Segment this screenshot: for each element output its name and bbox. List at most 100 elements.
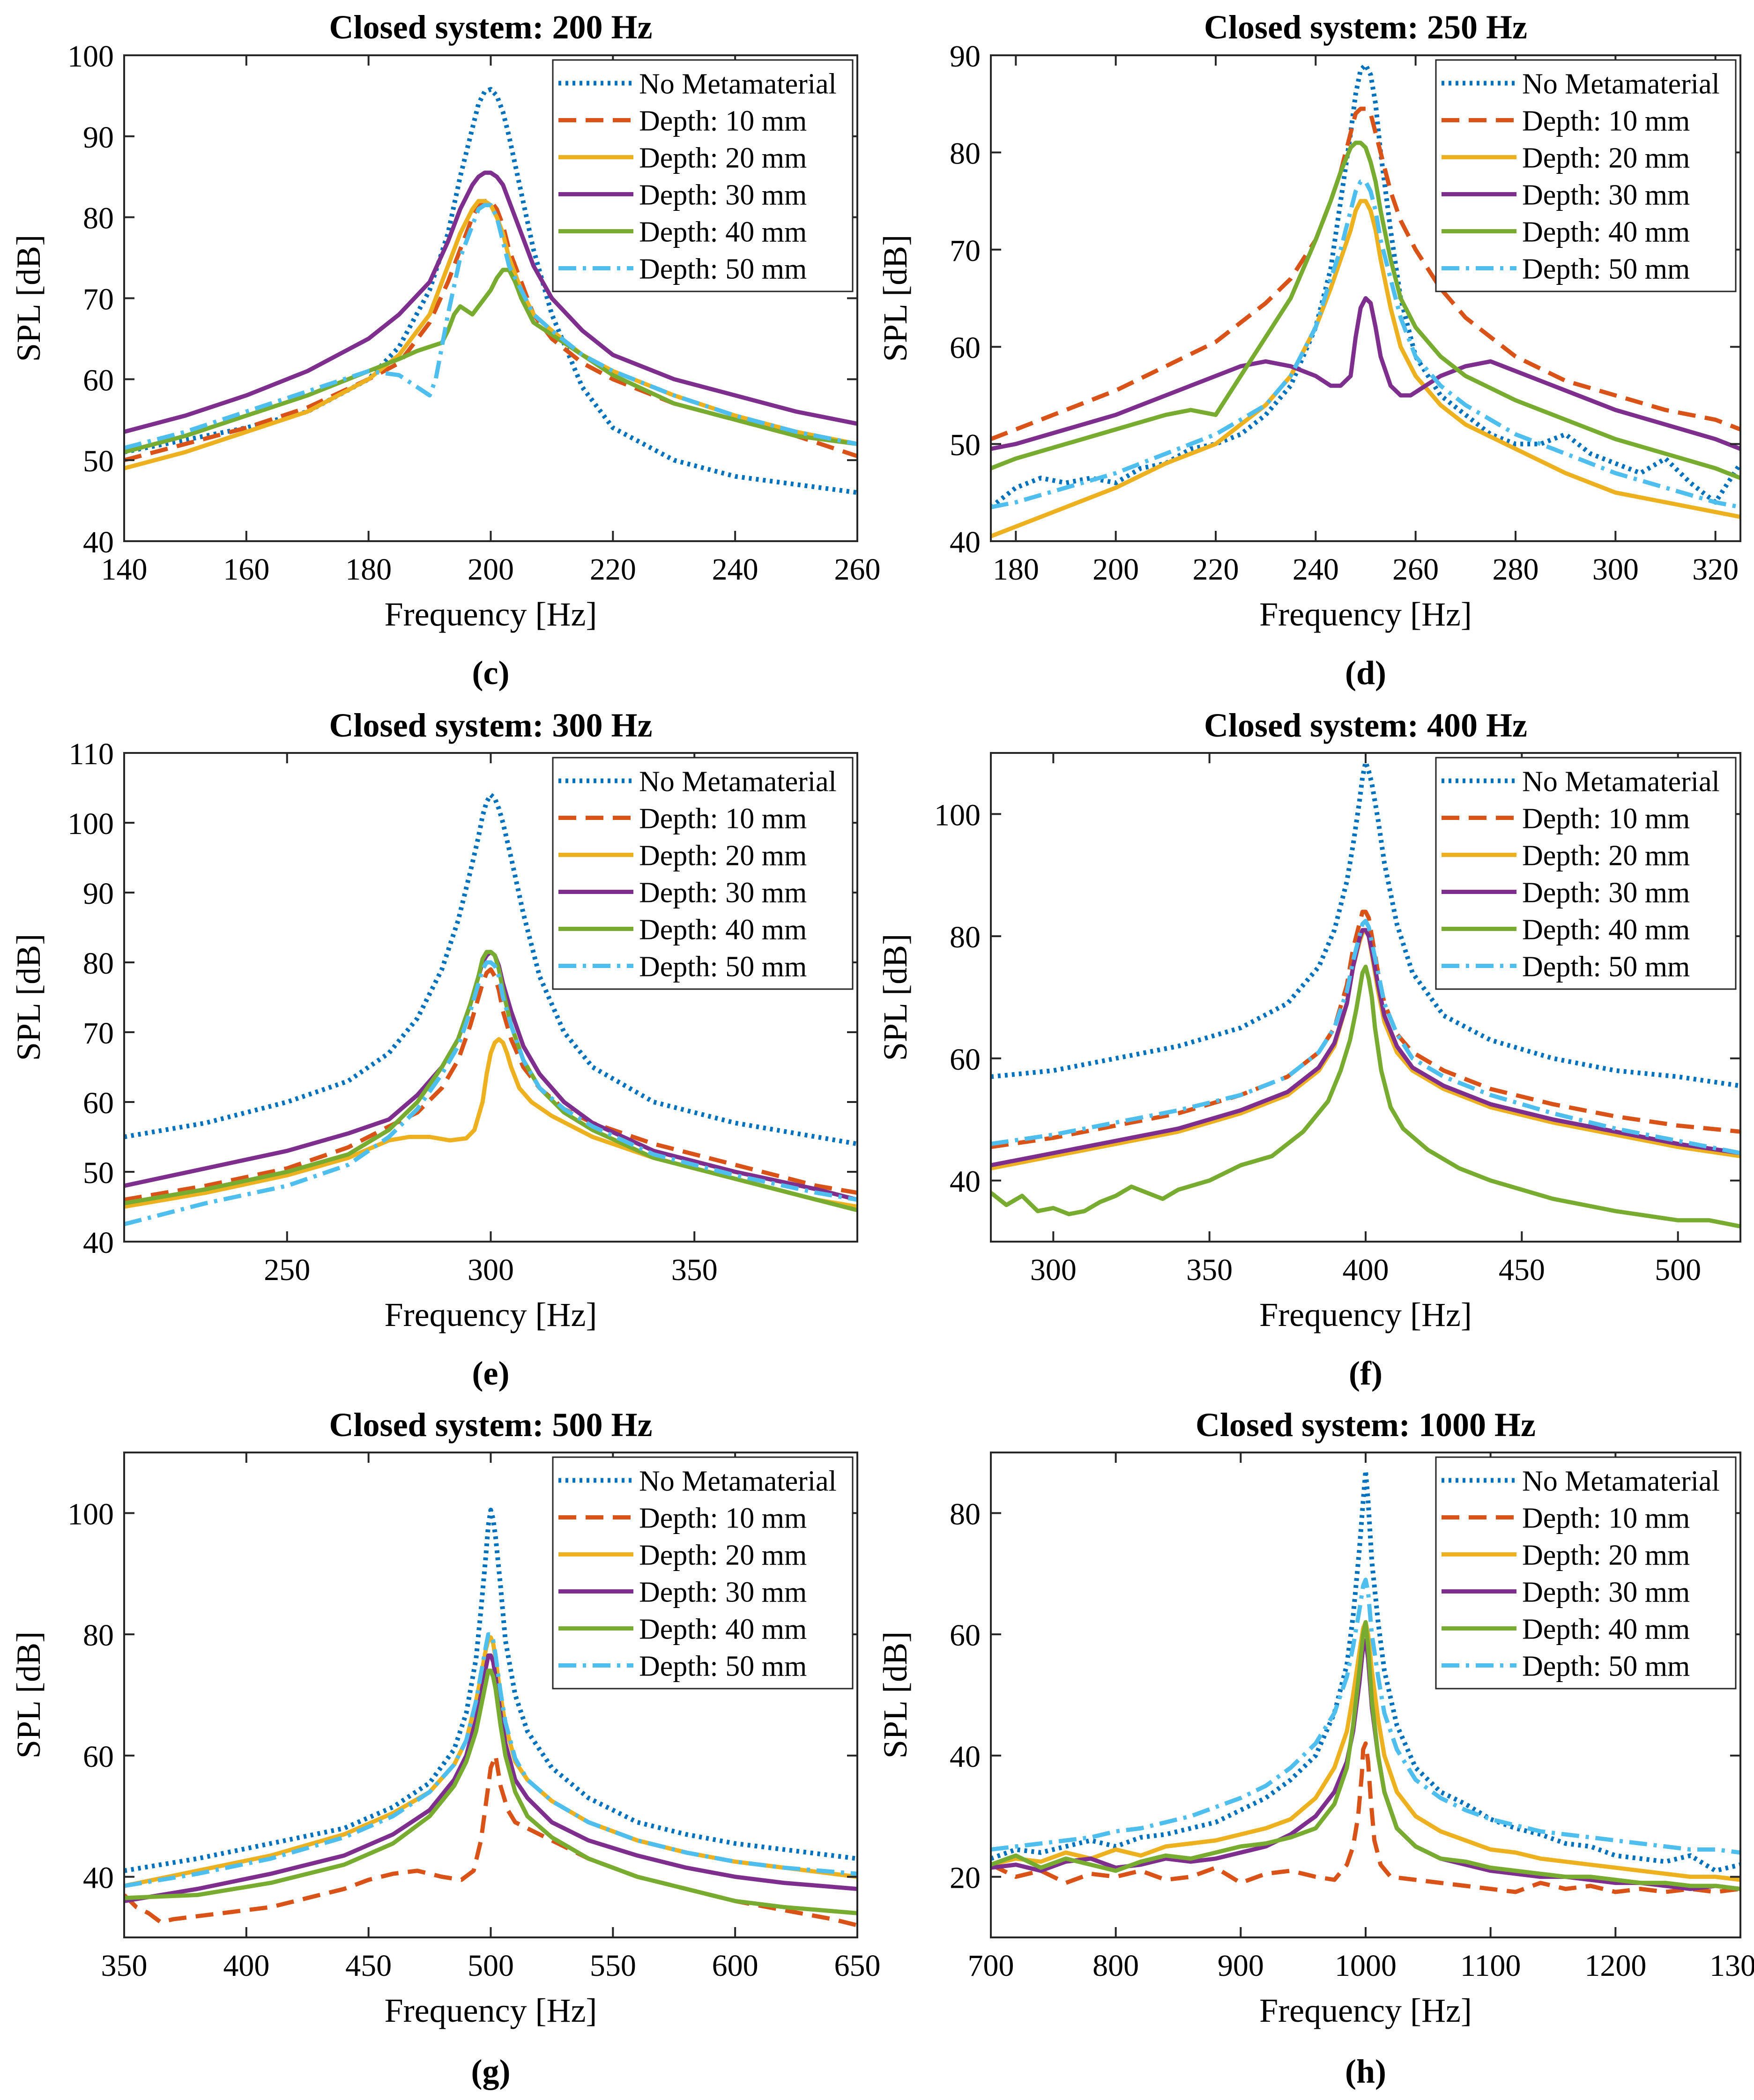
legend-entry: Depth: 10 mm bbox=[1522, 1503, 1690, 1534]
chart-panel-e: Closed system: 300 Hz 250 300 350 40 50 60 70 80… bbox=[10, 707, 858, 1392]
x-tick-label: 180 bbox=[993, 552, 1039, 587]
chart-panel-h: Closed system: 1000 Hz 700 800 900 1000 1100 1… bbox=[877, 1406, 1754, 2090]
x-tick-label: 260 bbox=[834, 552, 881, 587]
legend-box bbox=[552, 757, 854, 990]
legend-entry: Depth: 30 mm bbox=[639, 179, 807, 211]
series-line-depth-30-mm bbox=[124, 1653, 857, 1903]
legend-entry: No Metamaterial bbox=[1522, 68, 1720, 100]
x-tick-label: 200 bbox=[1093, 552, 1139, 587]
chart-title: Closed system: 200 Hz bbox=[329, 8, 653, 46]
chart-panel-f: Closed system: 400 Hz 300 350 400 450 500 40 60… bbox=[877, 707, 1741, 1392]
axes-box bbox=[990, 54, 1741, 542]
legend-entry: Depth: 10 mm bbox=[639, 803, 807, 835]
y-tick-label: 60 bbox=[950, 1618, 981, 1653]
series-line-depth-10-mm bbox=[124, 1753, 857, 1928]
series-line-depth-40-mm bbox=[991, 141, 1740, 480]
panel-label: (f) bbox=[1349, 1355, 1382, 1392]
legend-entry: Depth: 40 mm bbox=[639, 1614, 807, 1646]
x-tick-label: 240 bbox=[712, 552, 758, 587]
series-line-depth-20-mm bbox=[124, 1037, 857, 1209]
series-line-depth-40-mm bbox=[124, 1668, 857, 1915]
chart-panels: Closed system: 200 Hz 140 160 180 200 220 240 2… bbox=[10, 8, 1754, 2090]
y-tick-label: 50 bbox=[950, 428, 981, 462]
legend-entry: Depth: 50 mm bbox=[1522, 1651, 1690, 1683]
y-tick-label: 80 bbox=[83, 1618, 114, 1653]
legend-entry: Depth: 20 mm bbox=[639, 142, 807, 174]
legend-entry: Depth: 10 mm bbox=[639, 105, 807, 137]
legend-entry: Depth: 50 mm bbox=[639, 951, 807, 983]
x-tick-label: 1200 bbox=[1584, 1949, 1646, 1983]
x-tick-label: 350 bbox=[101, 1949, 148, 1983]
y-axis-label: SPL [dB] bbox=[10, 934, 47, 1061]
y-tick-label: 70 bbox=[83, 283, 114, 317]
y-tick-label: 110 bbox=[68, 737, 114, 771]
x-tick-label: 220 bbox=[1193, 552, 1239, 587]
y-tick-label: 40 bbox=[950, 525, 981, 559]
series-line-depth-30-mm bbox=[991, 928, 1740, 1168]
series-group bbox=[991, 62, 1740, 538]
x-tick-label: 320 bbox=[1692, 552, 1739, 587]
y-tick-label: 40 bbox=[83, 1861, 114, 1895]
series-line-depth-50-mm bbox=[991, 179, 1740, 509]
x-tick-label: 240 bbox=[1293, 552, 1339, 587]
x-axis-label: Frequency [Hz] bbox=[1259, 1992, 1472, 2029]
x-tick-label: 160 bbox=[223, 552, 269, 587]
legend-entry: No Metamaterial bbox=[639, 766, 837, 798]
series-line-depth-10-mm bbox=[991, 106, 1740, 441]
legend-entry: Depth: 30 mm bbox=[639, 1577, 807, 1609]
x-tick-label: 550 bbox=[590, 1949, 636, 1983]
series-line-no-metamaterial bbox=[991, 760, 1740, 1088]
legend-entry: Depth: 20 mm bbox=[1522, 1540, 1690, 1571]
legend-entry: Depth: 10 mm bbox=[639, 1503, 807, 1534]
legend-entry: Depth: 30 mm bbox=[1522, 1577, 1690, 1609]
legend-entry: Depth: 40 mm bbox=[639, 216, 807, 248]
x-tick-label: 350 bbox=[1186, 1253, 1233, 1287]
y-tick-label: 70 bbox=[950, 234, 981, 268]
series-line-depth-50-mm bbox=[991, 919, 1740, 1155]
legend-entry: Depth: 30 mm bbox=[1522, 179, 1690, 211]
y-axis-label: SPL [dB] bbox=[877, 1631, 914, 1758]
y-tick-label: 90 bbox=[83, 877, 114, 911]
x-tick-label: 450 bbox=[1499, 1253, 1545, 1287]
y-tick-label: 80 bbox=[950, 1497, 981, 1531]
series-line-depth-50-mm bbox=[991, 1578, 1740, 1855]
x-tick-label: 900 bbox=[1218, 1949, 1264, 1983]
series-line-no-metamaterial bbox=[124, 87, 857, 495]
legend-entry: No Metamaterial bbox=[639, 68, 837, 100]
panel-label: (e) bbox=[472, 1355, 510, 1392]
y-tick-label: 100 bbox=[67, 1497, 114, 1531]
legend: No Metamaterial Depth: 10 mm Depth: 20 mm D… bbox=[1435, 1456, 1737, 1690]
legend-entry: Depth: 40 mm bbox=[1522, 1614, 1690, 1646]
x-tick-label: 300 bbox=[1592, 552, 1639, 587]
x-tick-label: 1100 bbox=[1460, 1949, 1521, 1983]
chart-title: Closed system: 1000 Hz bbox=[1196, 1406, 1536, 1444]
series-line-depth-10-mm bbox=[124, 967, 857, 1202]
series-line-no-metamaterial bbox=[991, 1468, 1740, 1873]
legend-box bbox=[1435, 757, 1737, 990]
legend-box bbox=[552, 1456, 854, 1690]
series-line-depth-30-mm bbox=[124, 171, 857, 434]
y-axis-label: SPL [dB] bbox=[10, 235, 47, 362]
y-tick-label: 70 bbox=[83, 1016, 114, 1050]
y-tick-label: 100 bbox=[934, 798, 981, 832]
y-tick-label: 80 bbox=[83, 201, 114, 236]
panel-label: (g) bbox=[471, 2053, 511, 2090]
x-tick-label: 220 bbox=[590, 552, 636, 587]
y-tick-label: 80 bbox=[950, 136, 981, 171]
legend-box bbox=[552, 59, 854, 292]
y-axis-label: SPL [dB] bbox=[877, 235, 914, 362]
series-line-depth-20-mm bbox=[991, 199, 1740, 538]
chart-title: Closed system: 400 Hz bbox=[1204, 707, 1527, 744]
legend-entry: No Metamaterial bbox=[639, 1466, 837, 1497]
y-tick-label: 80 bbox=[950, 920, 981, 954]
legend-entry: Depth: 50 mm bbox=[1522, 253, 1690, 285]
x-tick-label: 500 bbox=[1655, 1253, 1701, 1287]
chart-panel-d: Closed system: 250 Hz 180 200 220 240 260 280 3… bbox=[877, 8, 1741, 692]
legend-entry: Depth: 50 mm bbox=[639, 1651, 807, 1683]
panel-label: (d) bbox=[1345, 654, 1386, 692]
series-line-depth-40-mm bbox=[991, 964, 1740, 1229]
chart-panel-c: Closed system: 200 Hz 140 160 180 200 220 240 2… bbox=[10, 8, 881, 692]
legend-entry: Depth: 50 mm bbox=[1522, 951, 1690, 983]
series-line-depth-50-mm bbox=[124, 1632, 857, 1888]
